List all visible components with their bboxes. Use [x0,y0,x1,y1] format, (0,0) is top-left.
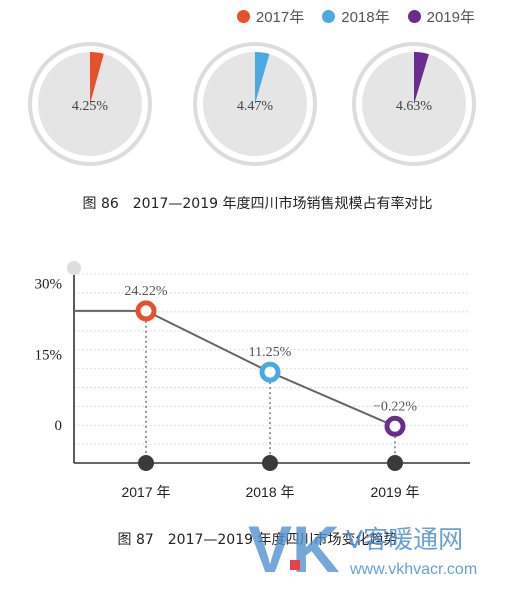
legend: 2017年 2018年 2019年 [236,6,475,27]
x-tick-label: 2018 年 [245,484,294,500]
figure86-caption: 图 86 2017—2019 年度四川市场销售规模占有率对比 [82,196,433,212]
watermark-logo: VK [248,516,340,586]
pie-label-2019: 4.63% [396,99,433,114]
series-line [74,309,396,428]
y-axis-cap [67,261,81,275]
x-tick-label: 2019 年 [370,484,419,500]
legend-item-2017: 2017年 [236,6,305,27]
x-axis-labels: 2017 年 2018 年 2019 年 [121,484,419,500]
pie-2018: 4.47% [193,42,317,166]
data-point [259,361,281,383]
pie-2019: 4.63% [352,42,476,166]
drop-lines [138,310,403,471]
legend-item-2018: 2018年 [322,6,390,27]
y-axis-labels: 30% 15% 0 [35,277,63,435]
data-point [135,300,157,322]
data-point [384,415,406,437]
legend-label-2018: 2018年 [341,9,390,26]
pie-slice-2017 [90,52,104,104]
y-tick-label: 30% [35,277,63,293]
legend-dot-2017 [236,10,250,23]
legend-dot-2019 [407,10,421,23]
pie-label-2017: 4.25% [72,99,109,114]
data-points [135,300,406,437]
y-tick-label: 0 [55,418,63,434]
pie-slice-2019 [414,51,429,104]
figure87-caption: 图 87 2017—2019 年度四川市场变化趋势 [117,532,398,548]
watermark-text: V客暖通网 [346,525,463,554]
x-tick-label: 2017 年 [121,484,170,500]
pie-label-2018: 4.47% [237,99,274,114]
axis-marker [387,455,403,471]
legend-label-2019: 2019年 [426,9,475,26]
watermark: VK V客暖通网 www.vkhvacr.com [248,516,477,586]
pie-slice-2018 [255,52,270,104]
legend-item-2019: 2019年 [407,6,475,27]
data-label: 24.22% [124,284,168,299]
axis-marker [262,455,278,471]
y-tick-label: 15% [35,347,63,363]
legend-dot-2018 [322,10,336,23]
legend-label-2017: 2017年 [255,9,305,26]
data-label: −0.22% [373,399,417,414]
data-labels: 24.22% 11.25% −0.22% [124,284,417,414]
watermark-url: www.vkhvacr.com [349,561,477,578]
pie-chart-group: 4.25% 4.47% 4.63% [28,42,476,166]
axis-marker [138,455,154,471]
data-label: 11.25% [249,345,292,360]
watermark-logo-accent [290,560,300,570]
pie-2017: 4.25% [28,42,152,166]
